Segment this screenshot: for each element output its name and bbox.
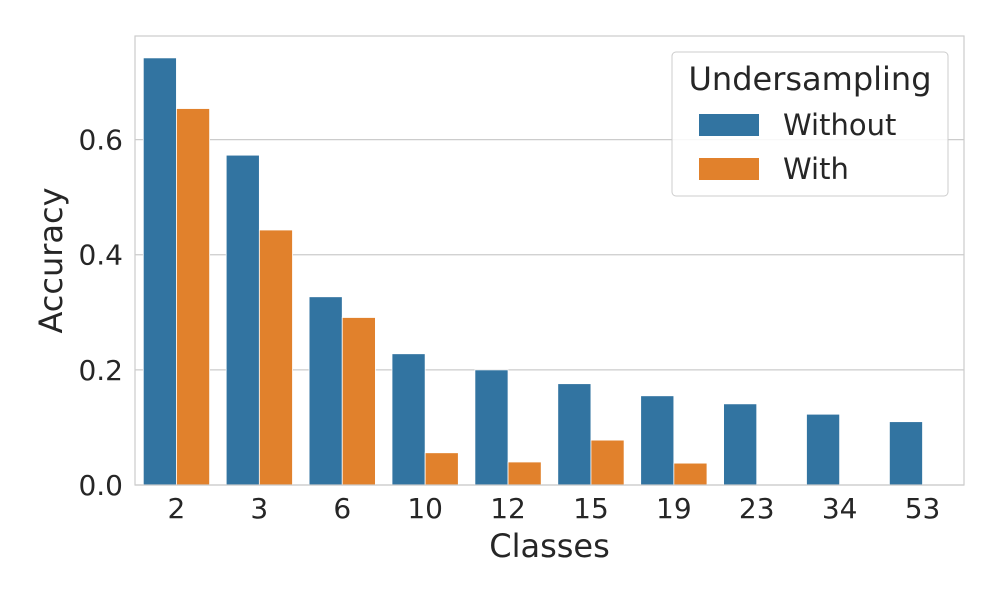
bar-with-6	[341, 317, 376, 486]
bar-with-10	[424, 452, 459, 486]
bar-with-12	[507, 461, 542, 486]
bar-with-15	[590, 439, 625, 486]
legend-swatch-with	[699, 158, 759, 180]
x-tick-label: 15	[573, 492, 609, 525]
x-tick-label: 10	[407, 492, 443, 525]
y-tick-label: 0.4	[78, 239, 123, 272]
bar-without-19	[640, 395, 675, 486]
y-axis-ticks: 0.0 0.2 0.4 0.6	[78, 124, 123, 502]
x-tick-label: 19	[656, 492, 692, 525]
bar-without-34	[806, 413, 841, 486]
x-tick-label: 6	[333, 492, 351, 525]
bar-with-3	[258, 229, 293, 486]
y-axis-label: Accuracy	[32, 187, 70, 333]
bar-with-2	[176, 108, 211, 486]
legend-title: Undersampling	[689, 60, 932, 98]
legend-label-with: With	[783, 152, 849, 186]
y-tick-label: 0.0	[78, 469, 123, 502]
y-tick-label: 0.6	[78, 124, 123, 157]
bar-with-19	[673, 462, 708, 486]
plot-area-frame	[134, 35, 965, 486]
bar-without-15	[557, 383, 592, 486]
x-axis-label: Classes	[489, 527, 610, 565]
bar-without-12	[474, 369, 509, 486]
x-tick-label: 12	[490, 492, 526, 525]
bar-without-2	[142, 57, 177, 486]
x-tick-label: 34	[822, 492, 858, 525]
bar-without-23	[723, 403, 758, 486]
x-tick-label: 3	[250, 492, 268, 525]
y-tick-label: 0.2	[78, 354, 123, 387]
bar-without-6	[308, 296, 343, 486]
x-tick-label: 2	[168, 492, 186, 525]
bar-without-10	[391, 353, 426, 486]
x-tick-label: 53	[905, 492, 941, 525]
bar-without-53	[888, 421, 923, 486]
x-tick-label: 23	[739, 492, 775, 525]
bar-without-3	[225, 154, 260, 486]
legend-label-without: Without	[783, 108, 896, 142]
legend: Undersampling Without With	[671, 51, 949, 197]
legend-swatch-without	[699, 114, 759, 136]
x-axis-ticks: 2 3 6 10 12 15 19 23 34 53	[168, 492, 941, 525]
